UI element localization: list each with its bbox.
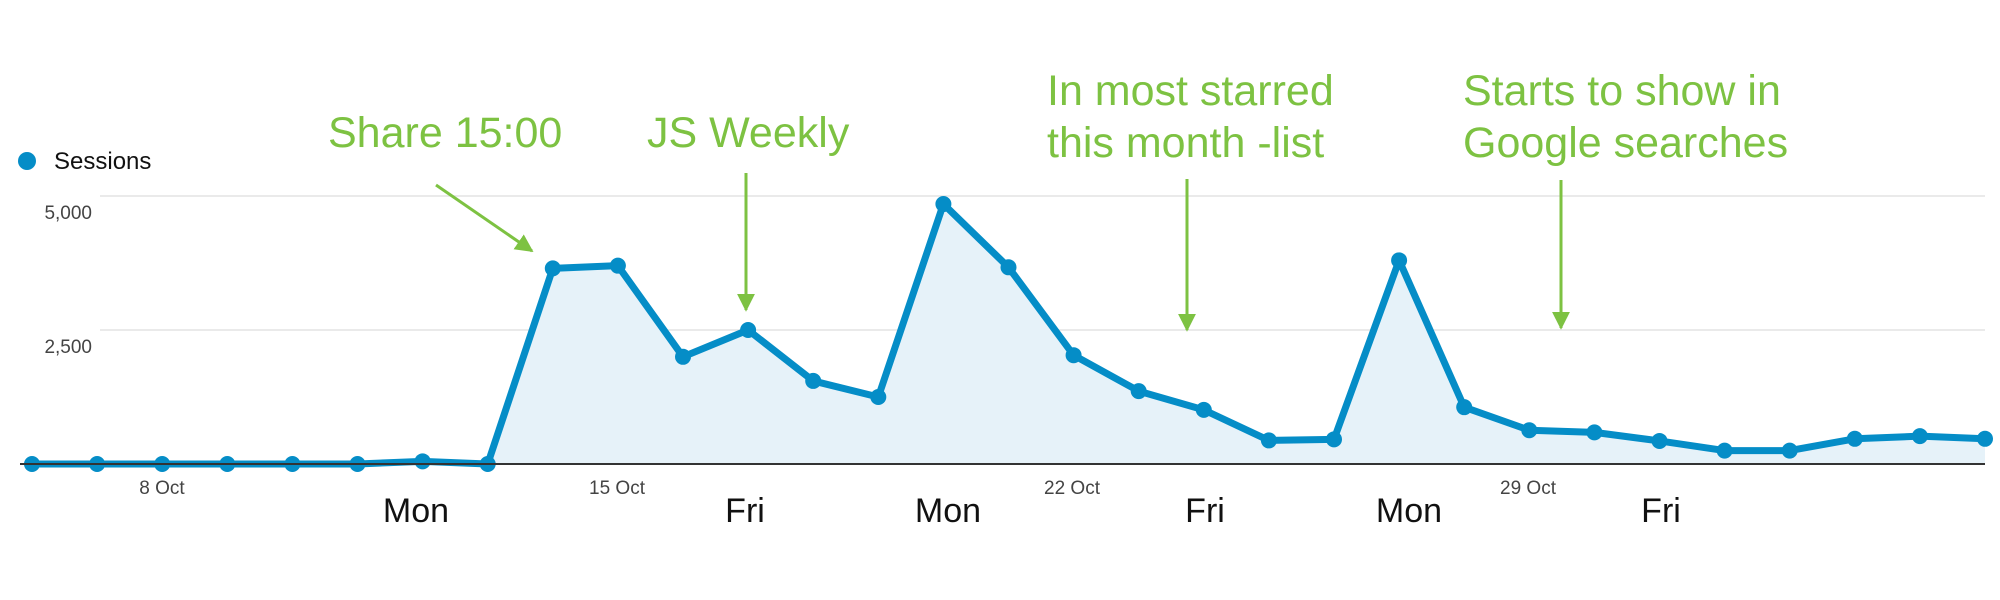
data-point[interactable]: 460 bbox=[1326, 431, 1342, 448]
x-axis: 8 Oct 15 Oct 22 Oct 29 Oct Mon Fri Mon F… bbox=[139, 478, 1681, 530]
annotation-most-starred-line-2: this month -list bbox=[1047, 119, 1324, 167]
data-point[interactable]: 4850 bbox=[935, 196, 952, 213]
annotation-share: Share 15:00 bbox=[328, 109, 562, 157]
y-axis: 2,500 5,000 bbox=[44, 203, 92, 358]
annotation-google-line-1: Starts to show in bbox=[1463, 67, 1781, 115]
data-point[interactable]: 2030 bbox=[1065, 347, 1082, 364]
data-point[interactable]: 3700 bbox=[609, 257, 626, 274]
data-point[interactable]: 520 bbox=[1911, 428, 1928, 445]
data-point[interactable]: 430 bbox=[1651, 432, 1668, 449]
x-date-label: 8 Oct bbox=[139, 478, 185, 499]
data-point[interactable]: 470 bbox=[1977, 430, 1993, 447]
annotation-js-weekly: JS Weekly bbox=[647, 109, 850, 157]
data-point[interactable]: 1250 bbox=[870, 389, 887, 405]
data-point[interactable]: 250 bbox=[1781, 442, 1798, 459]
x-date-label: 29 Oct bbox=[1500, 478, 1557, 499]
data-point[interactable]: 250 bbox=[1716, 442, 1733, 459]
data-point[interactable]: 1010 bbox=[1195, 401, 1212, 418]
data-point[interactable]: 1360 bbox=[1130, 383, 1147, 400]
sessions-series: 0000005003650370020002500155012504850367… bbox=[24, 196, 1993, 472]
x-date-label: 15 Oct bbox=[589, 478, 646, 499]
annotation-google-line-2: Google searches bbox=[1463, 119, 1788, 167]
y-tick-label: 5,000 bbox=[44, 203, 92, 224]
data-point[interactable]: 440 bbox=[1260, 432, 1277, 449]
data-point[interactable]: 2000 bbox=[675, 348, 691, 365]
data-point[interactable]: 630 bbox=[1521, 422, 1538, 439]
weekday-label: Mon bbox=[383, 492, 449, 530]
y-tick-label: 2,500 bbox=[44, 337, 92, 358]
weekday-label: Fri bbox=[1185, 492, 1225, 530]
data-point[interactable]: 590 bbox=[1586, 424, 1603, 441]
data-point[interactable]: 470 bbox=[1846, 430, 1863, 447]
data-point[interactable]: 3670 bbox=[1000, 259, 1017, 276]
legend-label: Sessions bbox=[54, 148, 151, 175]
legend-marker bbox=[18, 152, 36, 170]
data-point[interactable]: 3650 bbox=[544, 260, 561, 277]
annotations: Share 15:00 JS Weekly In most starred th… bbox=[328, 67, 1788, 332]
data-point[interactable]: 1060 bbox=[1456, 399, 1473, 416]
x-date-label: 22 Oct bbox=[1044, 478, 1101, 499]
annotation-arrow bbox=[435, 183, 534, 253]
data-point[interactable]: 50 bbox=[414, 453, 431, 470]
data-point[interactable]: 1550 bbox=[805, 372, 822, 389]
annotation-most-starred-line-1: In most starred bbox=[1047, 67, 1334, 115]
weekday-label: Fri bbox=[725, 492, 765, 530]
weekday-label: Fri bbox=[1641, 492, 1681, 530]
weekday-label: Mon bbox=[1376, 492, 1442, 530]
weekday-label: Mon bbox=[915, 492, 981, 530]
legend[interactable]: Sessions bbox=[18, 148, 151, 175]
data-point[interactable]: 2500 bbox=[740, 322, 757, 338]
series-area bbox=[32, 204, 1985, 465]
data-point[interactable]: 3800 bbox=[1391, 252, 1408, 269]
